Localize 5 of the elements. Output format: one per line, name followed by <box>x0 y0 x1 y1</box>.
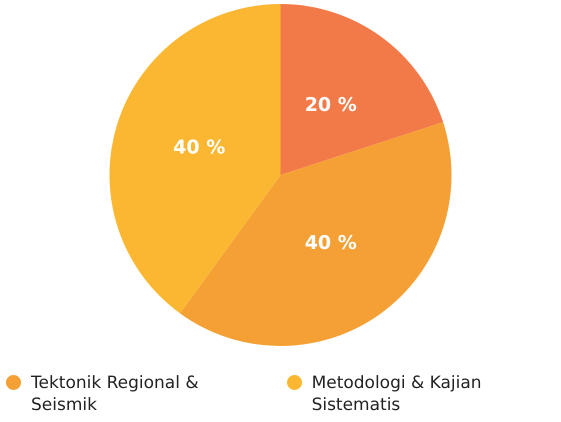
legend-label: Metodologi & Kajian Sistematis <box>312 372 483 416</box>
data-label: 20 % <box>304 94 357 116</box>
data-label: 40 % <box>304 232 357 254</box>
data-label: 40 % <box>173 136 226 159</box>
legend-label: Tektonik Regional & Seismik <box>31 372 200 416</box>
